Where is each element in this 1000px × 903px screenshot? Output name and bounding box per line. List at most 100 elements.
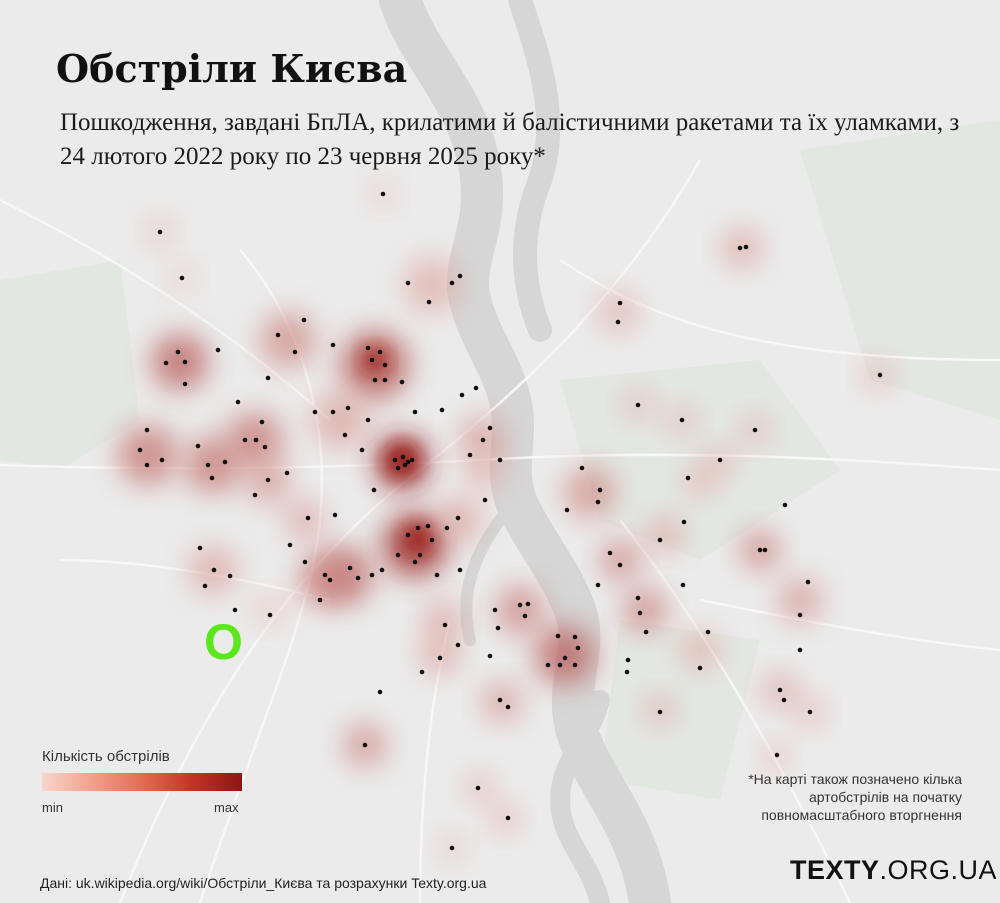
- strike-point: [522, 613, 528, 619]
- strike-point: [182, 359, 188, 365]
- strike-point: [705, 629, 711, 635]
- strike-point: [572, 634, 578, 640]
- strike-point: [434, 572, 440, 578]
- strike-point: [475, 785, 481, 791]
- strike-point: [195, 443, 201, 449]
- strike-point: [330, 409, 336, 415]
- strike-point: [259, 419, 265, 425]
- strike-point: [425, 523, 431, 529]
- strike-point: [575, 645, 581, 651]
- heat-blob: [420, 635, 460, 675]
- heat-blob: [438, 498, 482, 542]
- strike-point: [287, 542, 293, 548]
- strike-point: [275, 332, 281, 338]
- strike-point: [757, 547, 763, 553]
- strike-point: [179, 275, 185, 281]
- strike-point: [175, 349, 181, 355]
- strike-point: [426, 299, 432, 305]
- strike-point: [382, 362, 388, 368]
- strike-point: [292, 349, 298, 355]
- strike-point: [342, 432, 348, 438]
- strike-point: [359, 447, 365, 453]
- strike-point: [480, 437, 486, 443]
- strike-point: [362, 742, 368, 748]
- strike-point: [657, 537, 663, 543]
- heatmap-layer: [118, 180, 894, 862]
- strike-point: [449, 280, 455, 286]
- strike-point: [144, 427, 150, 433]
- strike-point: [562, 655, 568, 661]
- strike-point: [579, 465, 585, 471]
- strike-point: [624, 669, 630, 675]
- strike-point: [235, 399, 241, 405]
- strike-point: [400, 454, 406, 460]
- strike-point: [607, 550, 613, 556]
- heat-blob: [254, 594, 286, 626]
- strike-point: [473, 385, 479, 391]
- strike-point: [312, 409, 318, 415]
- strike-point: [355, 575, 361, 581]
- strike-point: [807, 709, 813, 715]
- strike-point: [797, 612, 803, 618]
- strike-point: [564, 507, 570, 513]
- heat-blob: [404, 257, 460, 313]
- strike-point: [717, 457, 723, 463]
- strike-point: [459, 392, 465, 398]
- strike-point: [330, 342, 336, 348]
- strike-point: [205, 462, 211, 468]
- strike-point: [697, 665, 703, 671]
- strike-point: [467, 452, 473, 458]
- strike-point: [797, 647, 803, 653]
- strike-point: [492, 607, 498, 613]
- strike-point: [405, 532, 411, 538]
- heat-blob: [623, 588, 667, 632]
- strike-point: [680, 582, 686, 588]
- strike-point: [232, 607, 238, 613]
- strike-point: [215, 347, 221, 353]
- strike-point: [685, 475, 691, 481]
- heat-blob: [600, 540, 640, 580]
- strike-point: [369, 357, 375, 363]
- strike-point: [442, 622, 448, 628]
- strike-point: [327, 577, 333, 583]
- strike-point: [597, 487, 603, 493]
- strike-point: [505, 815, 511, 821]
- strike-point: [457, 567, 463, 573]
- strike-point: [369, 572, 375, 578]
- strike-point: [449, 845, 455, 851]
- strike-point: [405, 280, 411, 286]
- strike-point: [144, 462, 150, 468]
- strike-point: [657, 709, 663, 715]
- strike-point: [419, 669, 425, 675]
- heat-blob: [496, 586, 544, 634]
- heat-blob: [564, 466, 616, 518]
- strike-point: [412, 409, 418, 415]
- brand-logo: TEXTY.ORG.UA: [790, 855, 997, 886]
- heat-blob: [423, 600, 463, 640]
- strike-point: [262, 444, 268, 450]
- strike-point: [265, 375, 271, 381]
- strike-point: [163, 360, 169, 366]
- points-layer: [137, 191, 883, 851]
- legend-min-label: min: [42, 800, 63, 815]
- strike-point: [252, 492, 258, 498]
- heat-blob: [312, 392, 368, 448]
- strike-point: [227, 573, 233, 579]
- strike-point: [267, 612, 273, 618]
- strike-point: [805, 579, 811, 585]
- strike-point: [182, 381, 188, 387]
- strike-point: [679, 417, 685, 423]
- strike-point: [415, 525, 421, 531]
- strike-point: [395, 552, 401, 558]
- strike-point: [681, 519, 687, 525]
- strike-point: [752, 427, 758, 433]
- strike-point: [781, 697, 787, 703]
- strike-point: [222, 459, 228, 465]
- dnipro-river: [379, 0, 671, 903]
- ring-marker-label: O: [204, 614, 243, 670]
- strike-point: [487, 425, 493, 431]
- strike-point: [399, 379, 405, 385]
- heat-blob: [118, 425, 178, 485]
- heat-core: [388, 446, 416, 474]
- strike-point: [482, 497, 488, 503]
